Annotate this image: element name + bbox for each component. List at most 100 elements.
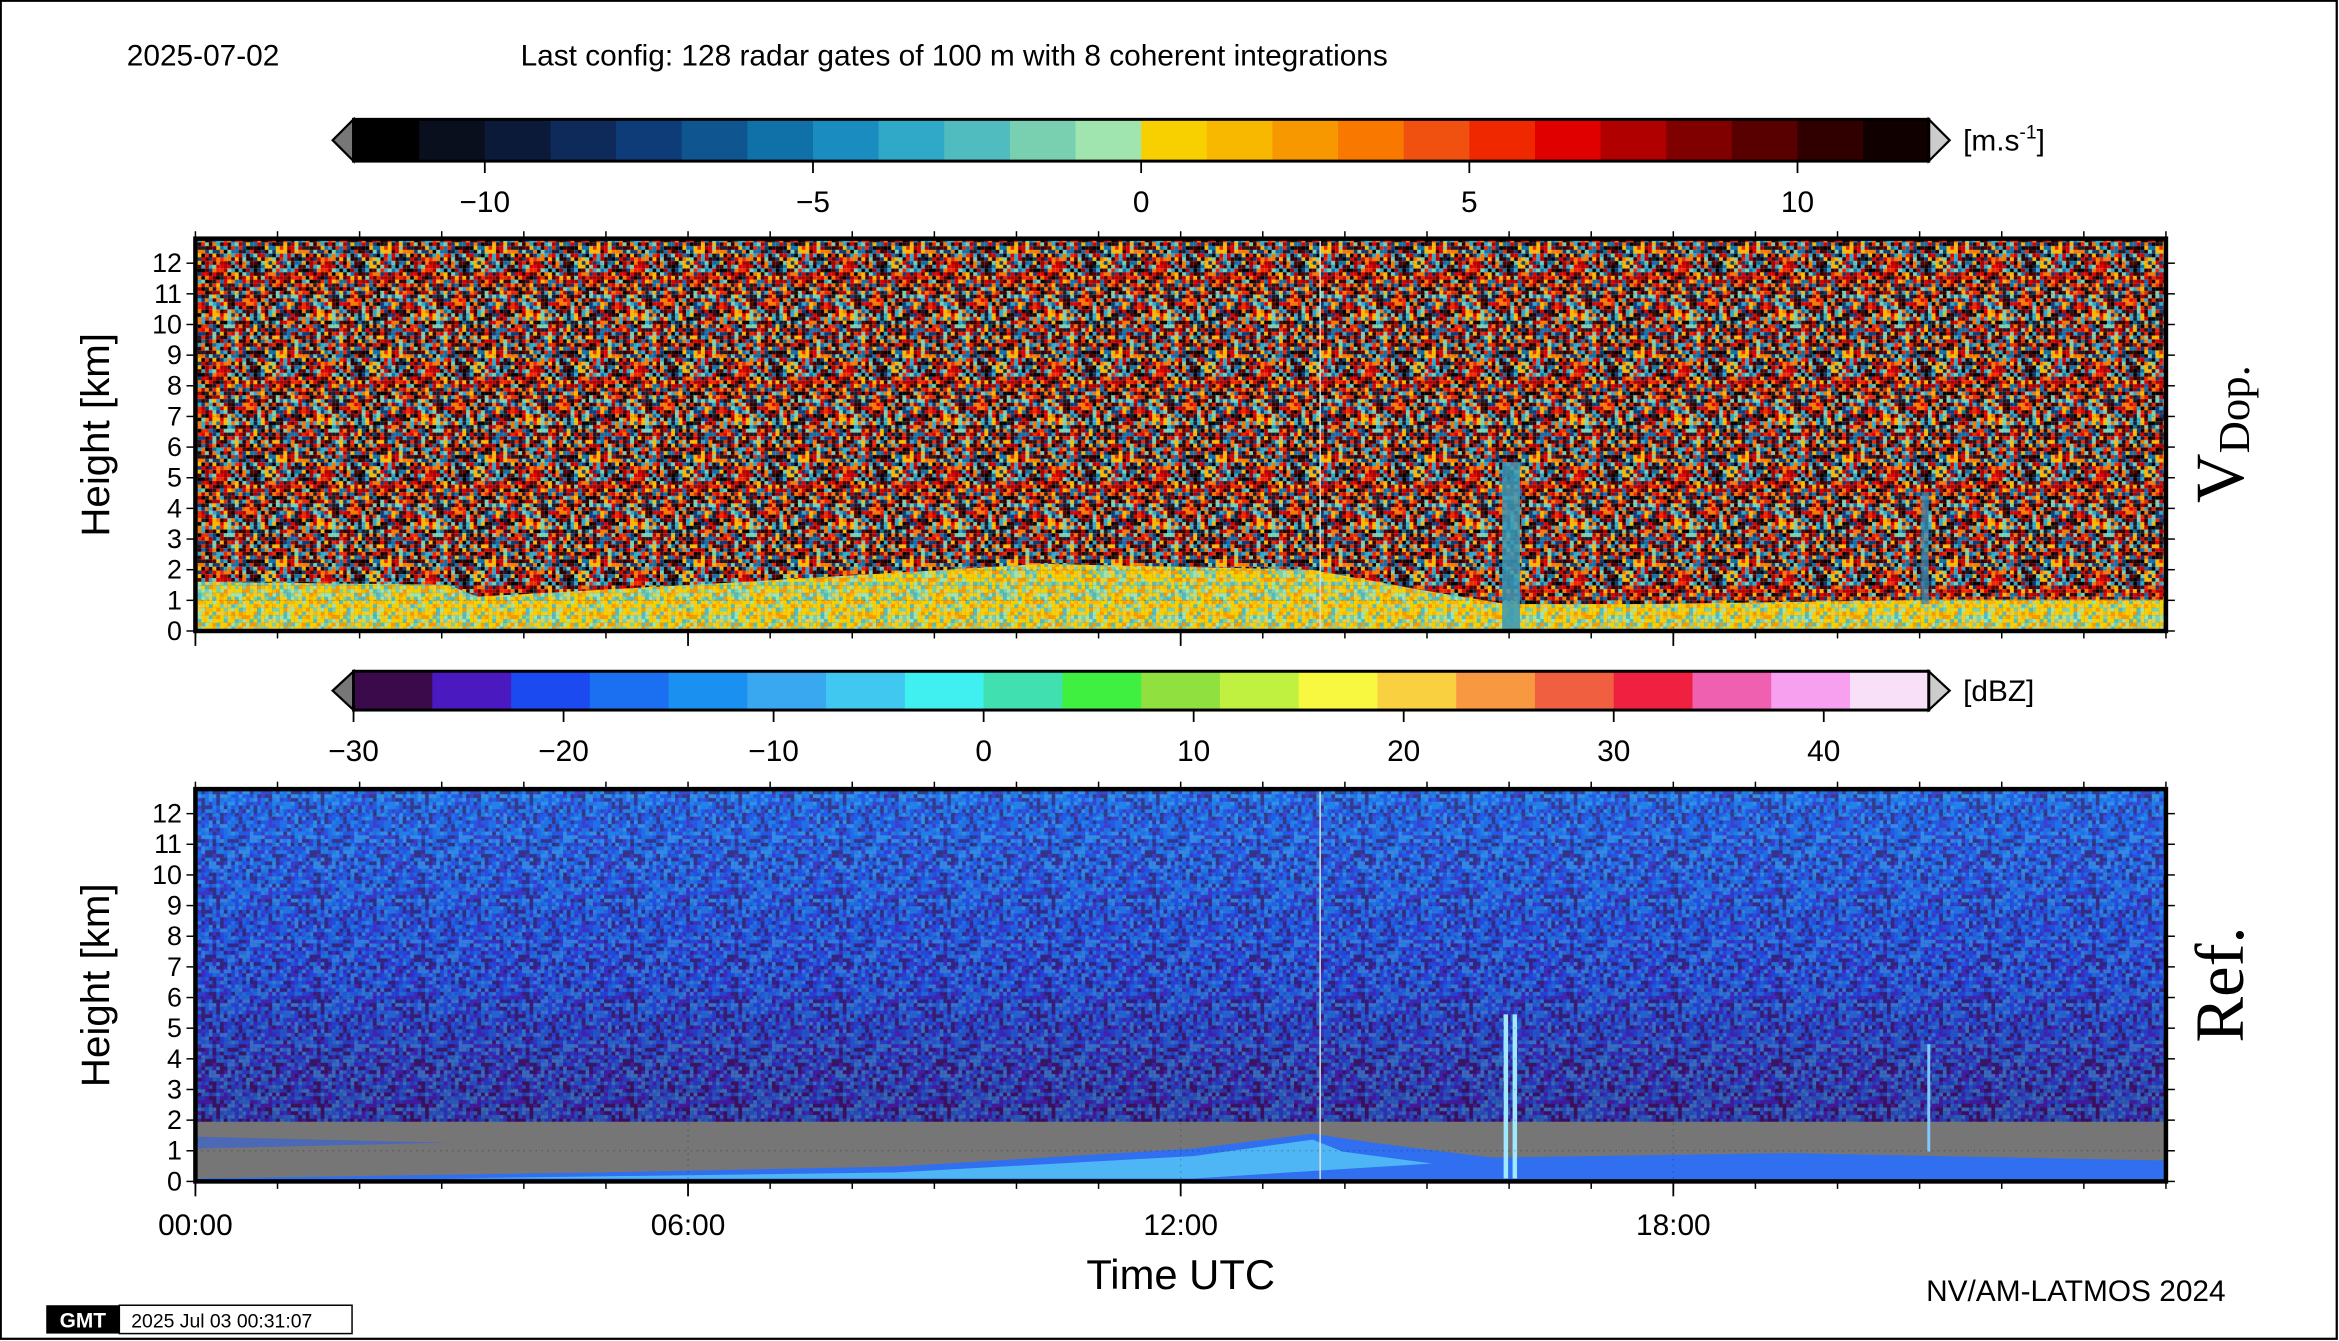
colorbar-segment xyxy=(616,119,683,162)
colorbar-tick-label: −10 xyxy=(459,186,510,219)
colorbar-tick-label: −10 xyxy=(748,735,799,768)
colorbar-tick-label: 30 xyxy=(1597,735,1630,768)
x-tick-label: 18:00 xyxy=(1636,1209,1711,1242)
reflectivity-noise xyxy=(195,789,2166,1182)
colorbar-segment xyxy=(668,671,749,711)
rain-streak xyxy=(1921,492,1929,605)
reflectivity-field xyxy=(195,789,2166,1182)
colorbar-segment xyxy=(1206,119,1274,162)
colorbar-tick-label: −5 xyxy=(796,186,830,219)
y-tick-label: 9 xyxy=(167,340,182,370)
y-tick-label: 5 xyxy=(167,463,182,493)
colorbar-tick-label: 0 xyxy=(975,735,992,768)
unit-exponent: -1 xyxy=(2019,122,2036,144)
colorbar-tick-label: −30 xyxy=(328,735,379,768)
boundary-layer xyxy=(195,563,2166,631)
colorbar-segment xyxy=(1338,119,1405,162)
rain-streak xyxy=(1512,1014,1518,1179)
y-tick-label: 7 xyxy=(167,401,182,431)
colorbar-segment xyxy=(1863,119,1930,162)
y-tick-label: 4 xyxy=(167,493,182,523)
y-tick-label: 1 xyxy=(167,1136,182,1166)
y-tick-label: 3 xyxy=(167,524,182,554)
colorbar-segment xyxy=(1009,119,1077,162)
colorbar-tick-label: 0 xyxy=(1133,186,1150,219)
colorbar-tick-label: 20 xyxy=(1387,735,1420,768)
timestamp-box xyxy=(118,1304,353,1335)
colorbar-segment xyxy=(432,671,512,711)
colorbar-segment xyxy=(1298,671,1379,711)
colorbar-segment xyxy=(747,119,814,162)
colorbar-segment xyxy=(419,119,486,162)
colorbar-segment xyxy=(1666,119,1733,162)
colorbar-segment xyxy=(1692,671,1772,711)
date: 2025-07-02 xyxy=(127,40,280,73)
colorbar-unit: [dBZ] xyxy=(1963,675,2034,708)
y-tick-label: 7 xyxy=(167,952,182,982)
y-tick-label: 12 xyxy=(152,248,182,278)
colorbar-segment xyxy=(1141,671,1221,711)
colorbar-tick-label: 40 xyxy=(1807,735,1840,768)
y-tick-label: 10 xyxy=(152,309,182,339)
y-tick-label: 8 xyxy=(167,371,182,401)
colorbar-segment xyxy=(1600,119,1667,162)
x-tick-label: 06:00 xyxy=(651,1209,726,1242)
y-tick-label: 5 xyxy=(167,1013,182,1043)
doppler-noise xyxy=(195,238,2166,631)
colorbar-segment xyxy=(1534,119,1602,162)
colorbar-segment xyxy=(747,671,827,711)
y-tick-label: 3 xyxy=(167,1074,182,1104)
y-tick-label: 10 xyxy=(152,860,182,890)
colorbar-triangle-high xyxy=(1927,668,1952,713)
y-axis-label: Height [km] xyxy=(73,333,118,537)
colorbar-segment xyxy=(1850,671,1930,711)
y-tick-label: 12 xyxy=(152,799,182,829)
y-tick-label: 2 xyxy=(167,555,182,585)
colorbar-segment xyxy=(589,671,670,711)
colorbar-segment xyxy=(983,671,1064,711)
colorbar-segment xyxy=(904,671,985,711)
colorbar-segment xyxy=(1403,119,1471,162)
logo-box xyxy=(46,1305,120,1334)
colorbar-triangle-low xyxy=(331,668,355,713)
colorbar-tick-label: 5 xyxy=(1461,186,1478,219)
panel-label-sub: Dop. xyxy=(2209,365,2259,453)
y-tick-label: 4 xyxy=(167,1044,182,1074)
colorbar-segment xyxy=(1771,671,1851,711)
colorbar-segment xyxy=(1469,119,1536,162)
timestamp: 2025 Jul 03 00:31:07 xyxy=(131,1311,312,1333)
colorbar-segment xyxy=(878,119,945,162)
colorbar-segment xyxy=(812,119,880,162)
x-axis-label: Time UTC xyxy=(1086,1251,1275,1298)
y-tick-label: 1 xyxy=(167,585,182,615)
y-tick-label: 6 xyxy=(167,982,182,1012)
y-tick-label: 11 xyxy=(154,279,182,309)
y-tick-label: 8 xyxy=(167,921,182,951)
colorbar-segment xyxy=(1141,119,1208,162)
panel-label: VDop. xyxy=(2182,365,2259,503)
y-tick-label: 2 xyxy=(167,1105,182,1135)
rain-streak xyxy=(1502,462,1521,631)
colorbar-triangle-high xyxy=(1927,116,1952,164)
rain-streak xyxy=(1927,1044,1931,1152)
colorbar-triangle-low xyxy=(331,116,355,164)
panel-label-main: V xyxy=(2182,453,2258,503)
colorbar-segment xyxy=(1272,119,1339,162)
colorbar-segment xyxy=(511,671,591,711)
boundary-layer-core xyxy=(447,1139,1433,1179)
panel-label: Ref. xyxy=(2182,926,2258,1042)
colorbar-segment xyxy=(484,119,552,162)
colorbar-segment xyxy=(1377,671,1457,711)
colorbar-segment xyxy=(1797,119,1864,162)
y-tick-label: 0 xyxy=(167,1166,182,1196)
unit-close: ] xyxy=(2037,125,2045,158)
plot-frame xyxy=(193,786,2169,1184)
colorbar-segment xyxy=(353,119,420,162)
colorbar-segment xyxy=(1062,671,1142,711)
colorbar-tick-label: 10 xyxy=(1177,735,1210,768)
logo: GMT xyxy=(60,1310,107,1333)
unit-base: [m.s xyxy=(1963,125,2019,158)
